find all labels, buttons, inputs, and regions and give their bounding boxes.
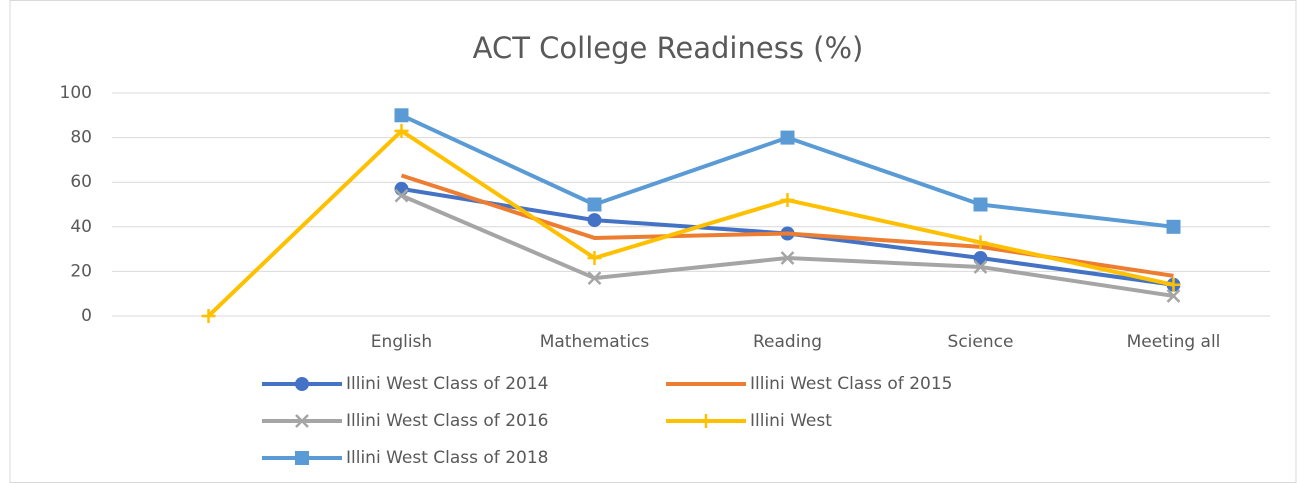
x-tick-label: Science bbox=[948, 332, 1014, 352]
data-point bbox=[394, 123, 409, 138]
data-point bbox=[780, 193, 795, 208]
x-tick-label: Mathematics bbox=[540, 332, 650, 352]
data-point bbox=[394, 181, 409, 196]
x-tick-label: English bbox=[371, 332, 432, 352]
y-tick-label: 60 bbox=[70, 172, 92, 192]
legend-label: Illini West Class of 2018 bbox=[346, 448, 548, 468]
legend-marker bbox=[295, 414, 309, 428]
y-tick-label: 100 bbox=[60, 83, 92, 103]
data-point bbox=[587, 213, 602, 228]
data-point bbox=[973, 197, 988, 212]
legend-marker bbox=[699, 414, 713, 428]
chart-title: ACT College Readiness (%) bbox=[473, 31, 864, 65]
legend-marker bbox=[295, 377, 309, 391]
data-point bbox=[780, 130, 795, 145]
y-tick-label: 80 bbox=[70, 128, 92, 148]
data-point bbox=[1166, 289, 1181, 303]
data-point bbox=[973, 235, 988, 250]
data-point bbox=[1166, 277, 1181, 292]
data-point bbox=[587, 251, 602, 266]
legend-label: Illini West Class of 2015 bbox=[750, 374, 952, 394]
data-point bbox=[587, 197, 602, 212]
data-point bbox=[587, 271, 602, 285]
legend-marker bbox=[295, 451, 309, 465]
y-tick-label: 40 bbox=[70, 217, 92, 237]
data-point bbox=[394, 108, 409, 123]
data-point bbox=[780, 251, 795, 265]
data-point bbox=[973, 260, 988, 274]
legend-label: Illini West Class of 2016 bbox=[346, 411, 548, 431]
legend-label: Illini West bbox=[750, 411, 832, 431]
data-point bbox=[201, 309, 216, 323]
series-line bbox=[207, 128, 1174, 318]
y-tick-label: 0 bbox=[81, 306, 92, 326]
data-point bbox=[1166, 219, 1181, 234]
x-tick-label: Reading bbox=[753, 332, 822, 352]
x-tick-label: Meeting all bbox=[1127, 332, 1221, 352]
y-tick-label: 20 bbox=[70, 261, 92, 281]
legend-label: Illini West Class of 2014 bbox=[346, 374, 548, 394]
data-point bbox=[973, 251, 988, 266]
data-point bbox=[394, 188, 409, 203]
